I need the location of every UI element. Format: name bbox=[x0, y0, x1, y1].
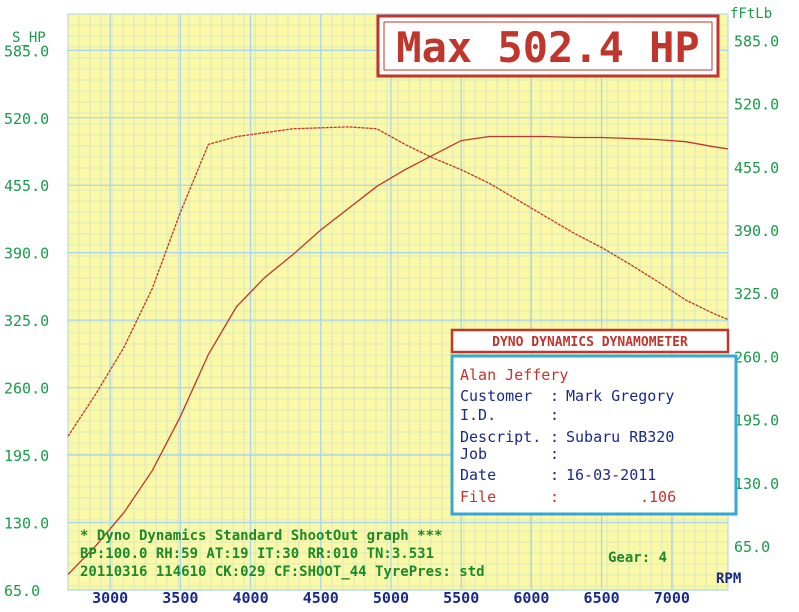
y-tick-label-left: 390.0 bbox=[4, 245, 49, 263]
y-tick-label-left: 455.0 bbox=[4, 177, 49, 195]
x-tick-label: 4500 bbox=[303, 589, 339, 607]
x-axis-label: RPM bbox=[716, 571, 741, 587]
y-tick-label-left: 65.0 bbox=[4, 582, 40, 600]
info-colon: : bbox=[550, 445, 559, 463]
y-tick-label-right: 520.0 bbox=[734, 96, 779, 114]
info-label: Job bbox=[460, 445, 487, 463]
info-value: Mark Gregory bbox=[566, 387, 674, 405]
footer-line-3: 20110316 114610 CK:029 CF:SHOOT_44 TyreP… bbox=[80, 564, 485, 580]
info-label: File bbox=[460, 488, 496, 506]
power-curve bbox=[67, 135, 729, 575]
info-colon: : bbox=[550, 466, 559, 484]
info-label: Date bbox=[460, 466, 496, 484]
info-colon: : bbox=[550, 488, 559, 506]
footer-line-2: BP:100.0 RH:59 AT:19 IT:30 RR:010 TN:3.5… bbox=[80, 546, 434, 562]
torque-curve bbox=[67, 126, 729, 437]
footer-gear: Gear: 4 bbox=[608, 550, 667, 566]
y-tick-label-right: 390.0 bbox=[734, 222, 779, 240]
x-tick-label: 6500 bbox=[584, 589, 620, 607]
x-tick-label: 7000 bbox=[654, 589, 690, 607]
title-banner-inner bbox=[383, 21, 713, 71]
info-label: Descript. bbox=[460, 428, 541, 446]
y-tick-label-left: 520.0 bbox=[4, 110, 49, 128]
info-operator: Alan Jeffery bbox=[460, 366, 568, 384]
left-axis-label: S_HP bbox=[12, 30, 46, 46]
x-tick-label: 3500 bbox=[162, 589, 198, 607]
y-tick-label-left: 195.0 bbox=[4, 447, 49, 465]
y-tick-label-right: 260.0 bbox=[734, 348, 779, 366]
x-tick-label: 3000 bbox=[92, 589, 128, 607]
y-tick-label-left: 260.0 bbox=[4, 380, 49, 398]
info-box bbox=[450, 354, 738, 516]
y-tick-label-left: 325.0 bbox=[4, 312, 49, 330]
info-label: I.D. bbox=[460, 406, 496, 424]
chart-title: Max 502.4 HP bbox=[396, 23, 699, 72]
title-banner bbox=[376, 14, 720, 78]
x-tick-label: 4000 bbox=[232, 589, 268, 607]
y-tick-label-right: 130.0 bbox=[734, 475, 779, 493]
y-tick-label-left: 130.0 bbox=[4, 515, 49, 533]
y-tick-label-right: 65.0 bbox=[734, 538, 770, 556]
x-tick-label: 5500 bbox=[443, 589, 479, 607]
info-box-header: DYNO DYNAMICS DYNAMOMETER bbox=[492, 335, 688, 350]
footer-line-1: * Dyno Dynamics Standard ShootOut graph … bbox=[80, 528, 442, 544]
x-tick-label: 6000 bbox=[513, 589, 549, 607]
info-value: Subaru RB320 bbox=[566, 428, 674, 446]
y-tick-label-right: 195.0 bbox=[734, 412, 779, 430]
info-colon: : bbox=[550, 406, 559, 424]
info-value: .106 bbox=[640, 488, 676, 506]
info-colon: : bbox=[550, 428, 559, 446]
y-tick-label-left: 585.0 bbox=[4, 42, 49, 60]
info-box-header-frame bbox=[450, 328, 730, 354]
x-tick-label: 5000 bbox=[373, 589, 409, 607]
y-tick-label-right: 455.0 bbox=[734, 159, 779, 177]
info-value: 16-03-2011 bbox=[566, 466, 656, 484]
info-label: Customer bbox=[460, 387, 532, 405]
y-tick-label-right: 325.0 bbox=[734, 285, 779, 303]
y-tick-label-right: 585.0 bbox=[734, 32, 779, 50]
right-axis-label: fFtLb bbox=[730, 6, 772, 22]
info-colon: : bbox=[550, 387, 559, 405]
